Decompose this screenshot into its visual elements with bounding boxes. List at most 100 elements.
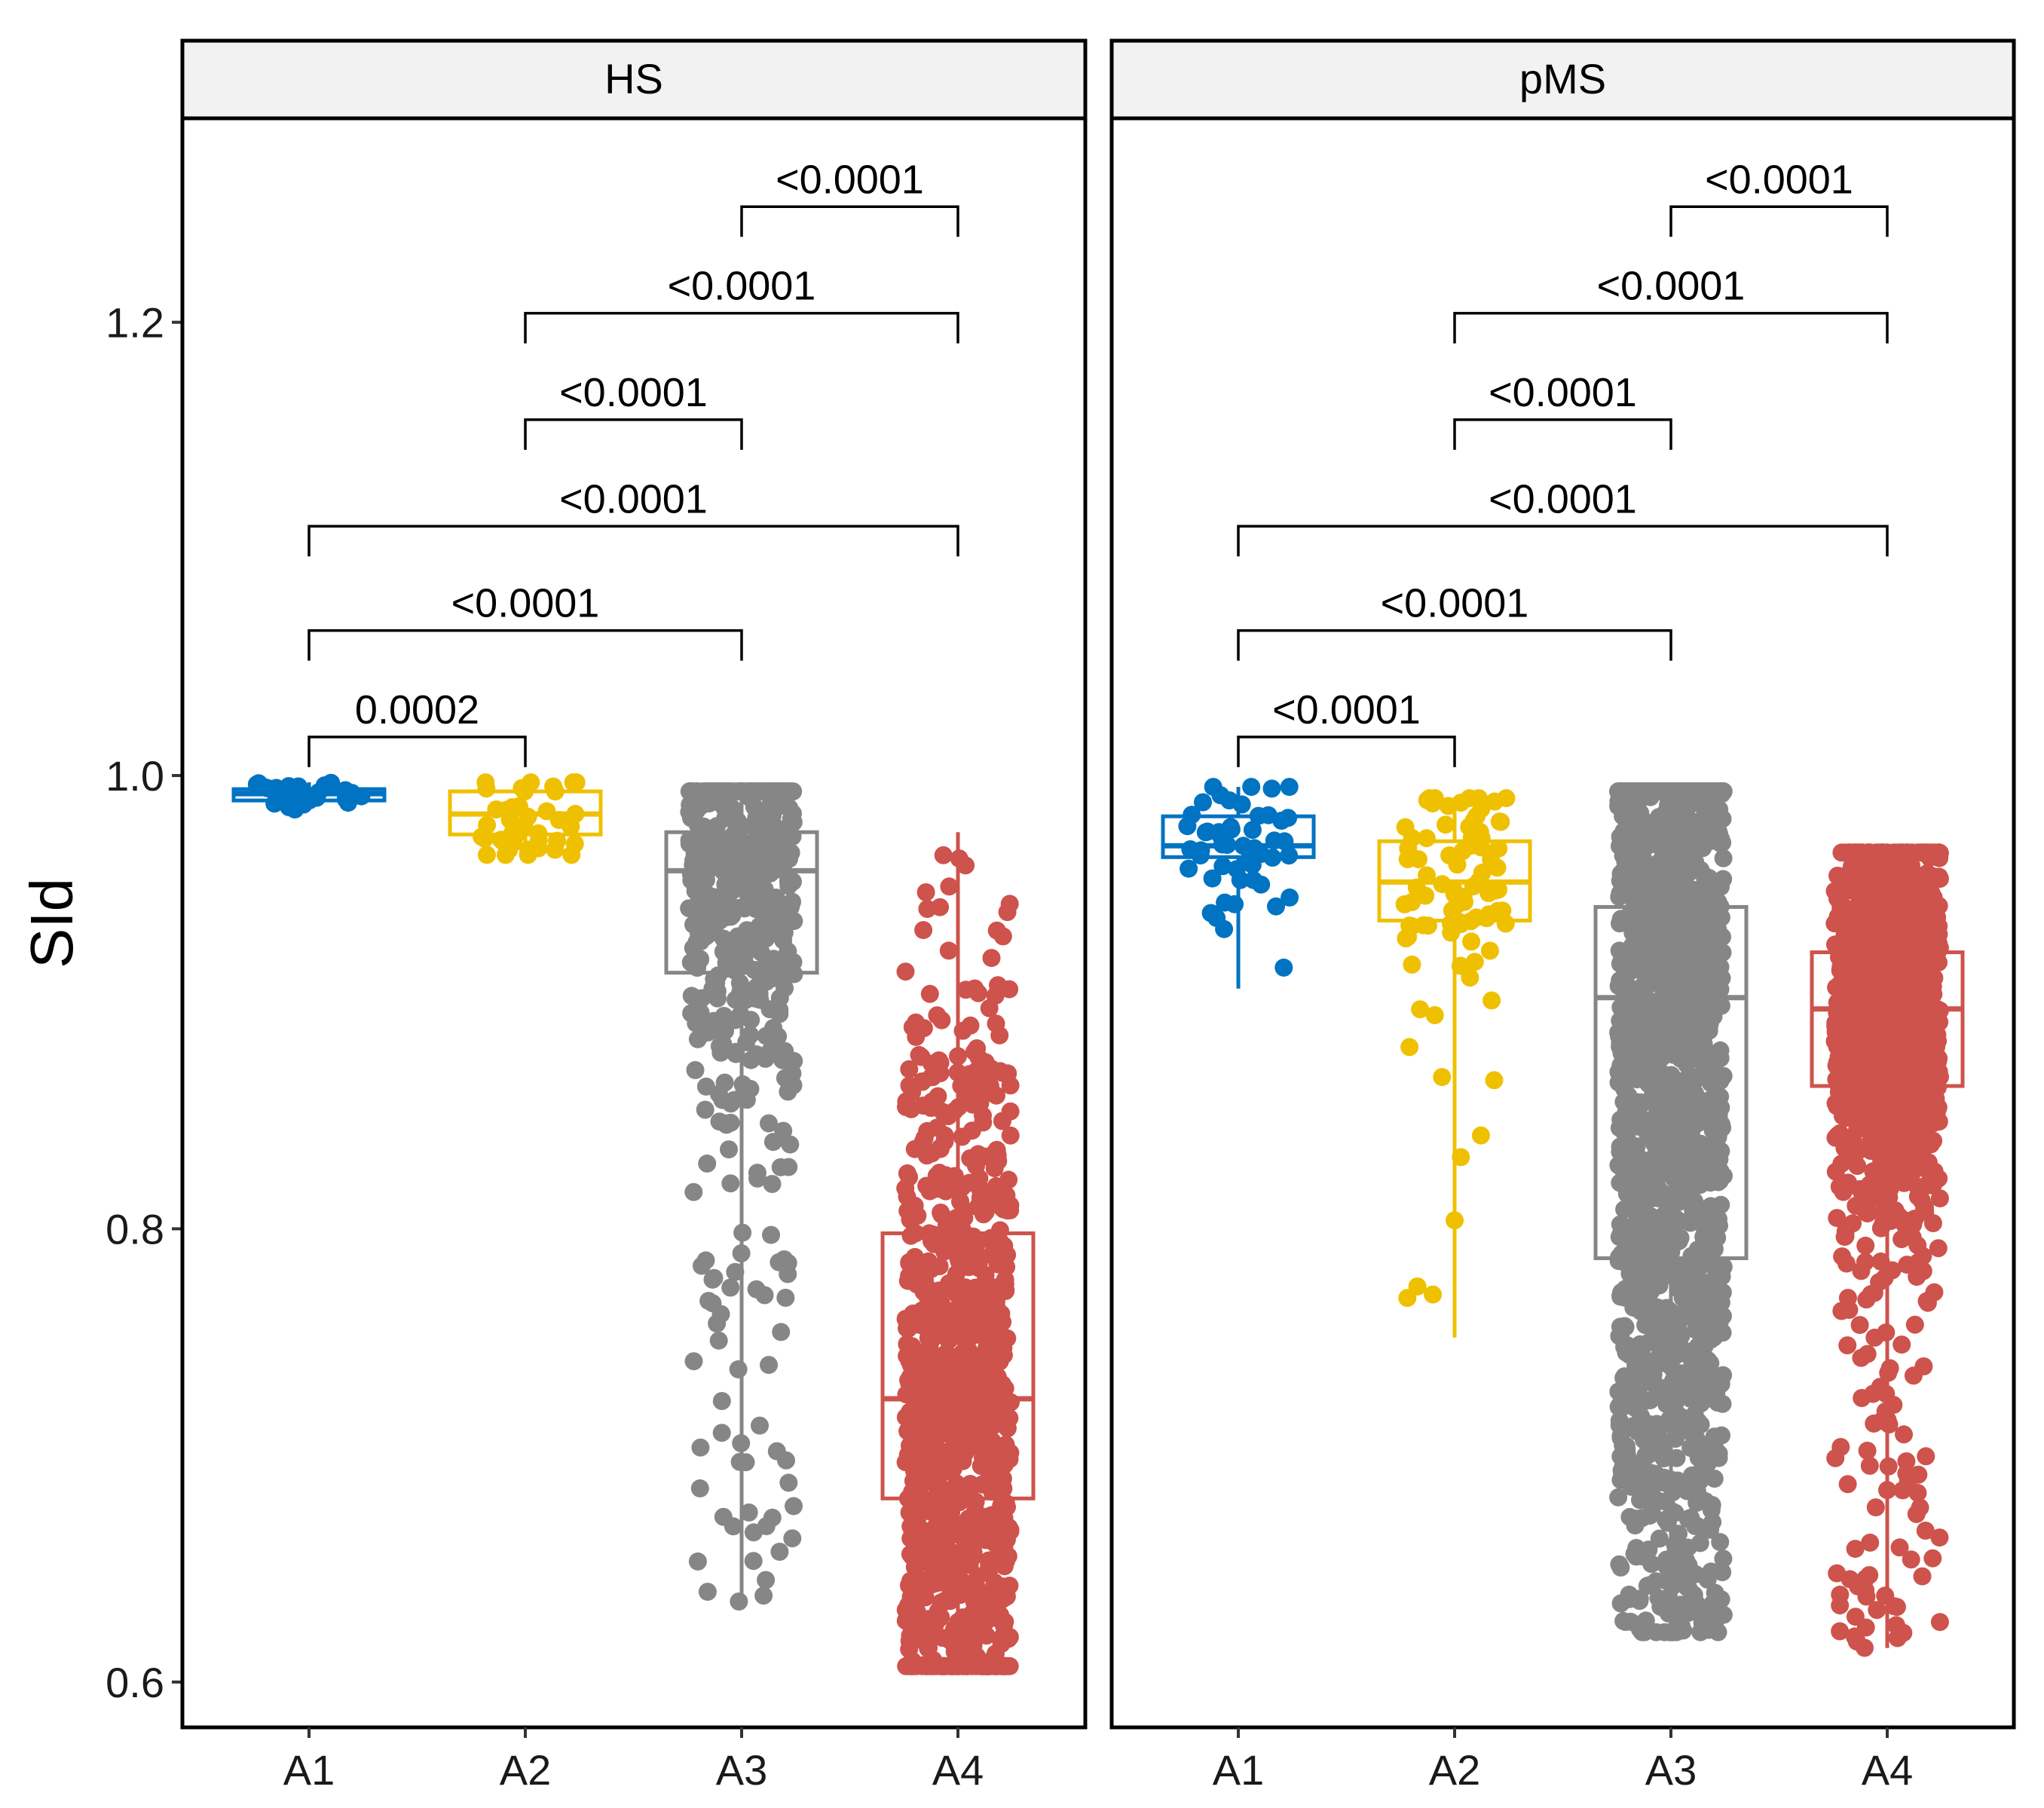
data-point xyxy=(988,1255,1007,1274)
data-point xyxy=(1917,1010,1935,1029)
data-point xyxy=(1656,908,1675,927)
data-point xyxy=(1838,1336,1857,1355)
data-point xyxy=(726,1262,745,1281)
data-point xyxy=(1880,928,1899,946)
box-iqr xyxy=(1161,814,1316,859)
data-point xyxy=(708,782,727,801)
data-point xyxy=(987,1014,1005,1033)
data-point xyxy=(1485,1071,1504,1090)
comparison-bracket: <0.0001 xyxy=(1453,264,1889,344)
data-point xyxy=(1714,870,1733,889)
data-point xyxy=(999,1170,1018,1189)
data-point xyxy=(1647,1623,1666,1641)
data-point xyxy=(1612,1244,1631,1263)
data-point xyxy=(1858,1345,1877,1363)
data-point xyxy=(1610,1118,1629,1137)
data-point xyxy=(953,1452,972,1470)
data-point xyxy=(780,799,799,818)
data-point xyxy=(1654,1135,1673,1154)
data-point xyxy=(1867,874,1886,893)
data-point xyxy=(342,784,361,803)
data-point xyxy=(1896,1216,1914,1234)
data-point xyxy=(497,800,516,819)
data-point xyxy=(1878,1481,1896,1500)
data-point xyxy=(1829,1048,1848,1066)
data-point xyxy=(1856,1580,1875,1599)
data-point xyxy=(1688,1166,1707,1184)
data-point xyxy=(736,944,755,962)
data-point xyxy=(780,823,799,842)
data-point xyxy=(1705,1240,1724,1259)
data-point xyxy=(964,1514,982,1533)
data-point xyxy=(1702,1300,1721,1319)
data-point xyxy=(938,1458,956,1476)
data-point xyxy=(1280,846,1299,865)
data-point xyxy=(1898,1256,1917,1274)
data-point xyxy=(1637,1259,1656,1277)
data-point xyxy=(1908,872,1926,891)
data-point xyxy=(684,1182,703,1201)
data-point xyxy=(1879,1363,1898,1382)
data-point xyxy=(1870,1184,1889,1203)
data-point xyxy=(756,1049,775,1068)
data-point xyxy=(1671,1049,1690,1068)
data-point xyxy=(1634,850,1653,869)
data-point xyxy=(968,1357,987,1375)
plot-area xyxy=(1161,778,1965,1657)
data-point xyxy=(780,900,799,919)
data-point xyxy=(733,1223,752,1242)
data-point xyxy=(1893,1011,1911,1029)
data-point xyxy=(1838,1289,1857,1308)
data-point xyxy=(1893,1230,1911,1249)
data-point xyxy=(1658,1201,1677,1219)
data-point xyxy=(1871,1050,1889,1069)
data-point xyxy=(1903,976,1922,995)
data-point xyxy=(1713,834,1732,852)
data-point xyxy=(1926,1084,1944,1103)
data-point xyxy=(1844,1063,1862,1082)
data-point xyxy=(1639,1244,1657,1262)
data-point xyxy=(1826,1162,1845,1181)
data-point xyxy=(1698,1571,1717,1589)
data-point xyxy=(1860,1005,1878,1024)
data-point xyxy=(1201,904,1220,922)
data-point xyxy=(973,1418,991,1437)
data-point xyxy=(1678,799,1697,818)
data-point xyxy=(747,831,766,850)
data-point xyxy=(705,970,724,989)
data-point xyxy=(956,1647,975,1665)
x-tick-label: A1 xyxy=(1213,1746,1265,1794)
data-point xyxy=(1836,950,1855,969)
data-point xyxy=(1826,1449,1845,1467)
data-point xyxy=(280,798,298,816)
data-point xyxy=(1439,797,1458,815)
data-point xyxy=(779,1473,798,1492)
data-point xyxy=(1709,893,1727,912)
data-point xyxy=(1665,1545,1684,1564)
data-point xyxy=(961,1627,980,1645)
data-point xyxy=(964,1547,983,1566)
data-point xyxy=(756,973,775,992)
points-a4 xyxy=(896,846,1020,1675)
data-point xyxy=(987,921,1006,940)
data-point xyxy=(1243,821,1262,840)
data-point xyxy=(711,900,730,919)
data-point xyxy=(917,1146,936,1165)
data-point xyxy=(1917,1447,1935,1466)
data-point xyxy=(1617,1436,1636,1455)
data-point xyxy=(929,1367,947,1386)
data-point xyxy=(1853,884,1872,903)
points-a1 xyxy=(1178,778,1299,977)
data-point xyxy=(1611,864,1630,883)
data-point xyxy=(1681,897,1700,916)
data-point xyxy=(754,959,773,977)
data-point xyxy=(1930,849,1949,867)
data-point xyxy=(773,927,792,946)
data-point xyxy=(960,1529,979,1548)
data-point xyxy=(290,784,309,803)
data-point xyxy=(957,1415,975,1433)
data-point xyxy=(1677,1577,1696,1596)
data-point xyxy=(926,1091,944,1110)
comparison-bracket: <0.0001 xyxy=(524,264,959,344)
data-point xyxy=(564,773,583,792)
